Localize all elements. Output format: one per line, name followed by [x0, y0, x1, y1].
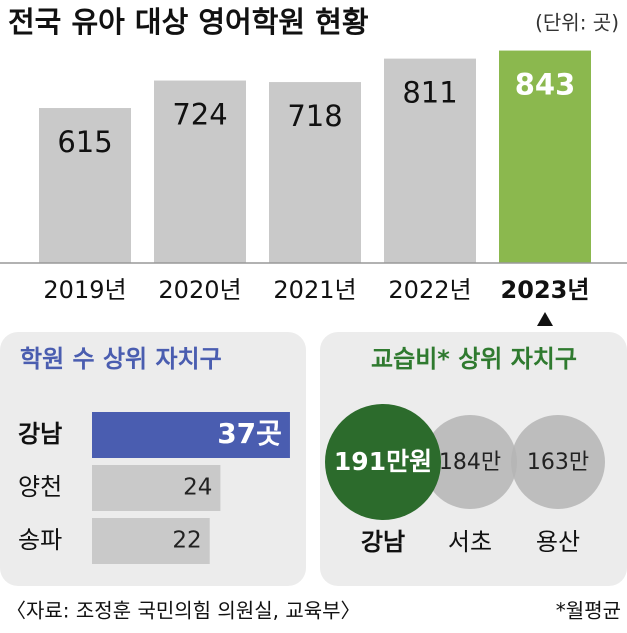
value-label: 22 — [172, 528, 201, 554]
category-label: 송파 — [18, 526, 62, 554]
bar — [154, 80, 246, 263]
title: 전국 유아 대상 영어학원 현황 — [8, 5, 369, 39]
value-label: 184만 — [439, 450, 501, 475]
x-tick-label: 2020년 — [158, 276, 241, 304]
value-label: 724 — [172, 98, 227, 132]
panel — [0, 332, 306, 586]
bubble — [511, 415, 605, 509]
category-label: 용산 — [536, 528, 580, 556]
x-tick-label: 2022년 — [388, 276, 471, 304]
note: *월평균 — [556, 599, 621, 623]
bar — [92, 465, 221, 511]
value-label: 811 — [402, 76, 457, 110]
bar — [499, 50, 591, 264]
value-label: 24 — [183, 475, 212, 501]
panel-title: 학원 수 상위 자치구 — [20, 345, 222, 373]
bar — [384, 58, 476, 264]
value-label: 718 — [287, 99, 342, 133]
category-label: 양천 — [18, 473, 62, 501]
bar — [92, 518, 210, 564]
pointer — [537, 312, 553, 326]
bar — [269, 82, 361, 264]
value-label: 615 — [57, 125, 112, 159]
x-tick-label: 2021년 — [273, 276, 356, 304]
category-label: 서초 — [448, 528, 492, 556]
bubble — [325, 404, 441, 520]
panel-title: 교습비* 상위 자치구 — [371, 345, 577, 373]
x-tick-label: 2019년 — [43, 276, 126, 304]
value-label: 843 — [515, 68, 576, 102]
value-label: 191만원 — [334, 447, 432, 476]
unit: (단위: 곳) — [535, 11, 619, 35]
bar — [92, 412, 290, 458]
x-tick-label: 2023년 — [501, 276, 590, 304]
source: 〈자료: 조정훈 국민의힘 의원실, 교육부〉 — [6, 599, 361, 623]
bar — [39, 108, 131, 264]
value-label: 37곳 — [217, 417, 282, 450]
bubble — [423, 415, 517, 509]
category-label: 강남 — [361, 528, 405, 556]
category-label: 강남 — [18, 420, 62, 448]
value-label: 163만 — [527, 450, 589, 475]
